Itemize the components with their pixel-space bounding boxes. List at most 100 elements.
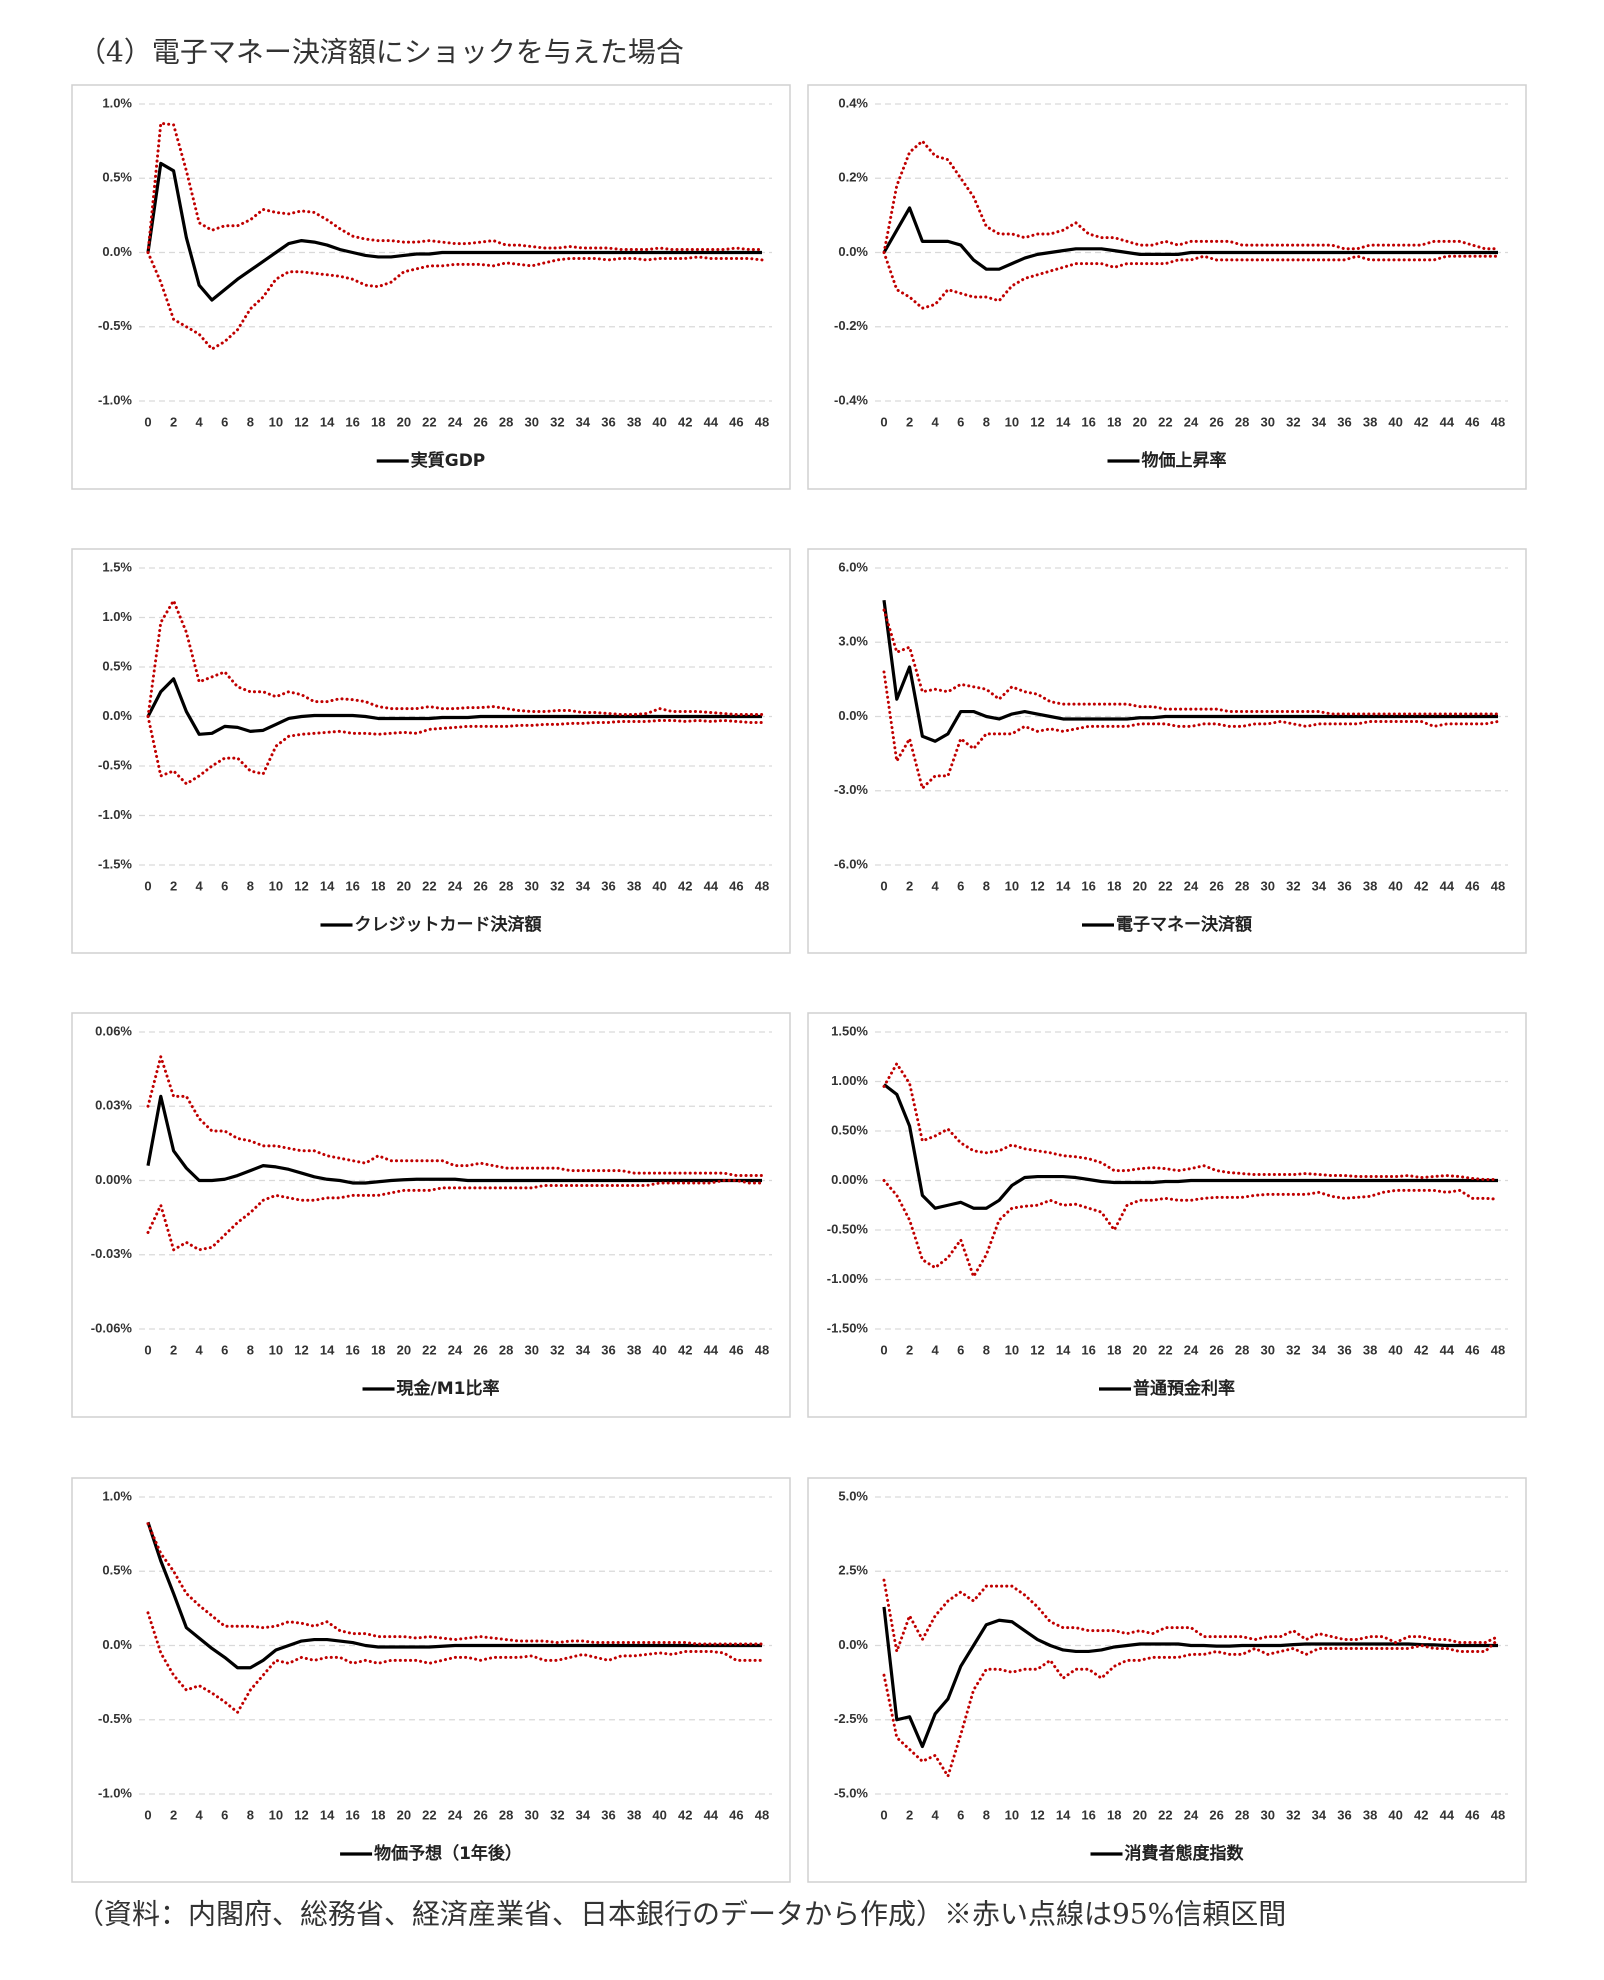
x-tick-label: 26 <box>1209 878 1223 893</box>
x-tick-label: 22 <box>422 878 436 893</box>
x-tick-label: 0 <box>880 414 887 429</box>
x-tick-label: 48 <box>1491 1342 1505 1357</box>
confidence-line <box>146 121 764 254</box>
x-tick-label: 4 <box>196 414 204 429</box>
y-tick-label: 0.06% <box>95 1023 132 1038</box>
x-tick-label: 38 <box>627 1342 641 1357</box>
x-tick-label: 2 <box>906 878 913 893</box>
x-tick-label: 22 <box>1158 1807 1172 1822</box>
x-tick-label: 32 <box>1286 1342 1300 1357</box>
x-tick-label: 30 <box>525 1342 539 1357</box>
x-tick-label: 12 <box>1030 1342 1044 1357</box>
chart-panel: -5.0%-2.5%0.0%2.5%5.0%0 2 4 6 8 10 12 14 16 18 20 2… <box>807 1477 1527 1883</box>
x-tick-label: 16 <box>1081 1342 1095 1357</box>
panel-border <box>71 1012 791 1418</box>
x-tick-label: 46 <box>1465 1342 1479 1357</box>
x-tick-label: 8 <box>983 878 990 893</box>
y-tick-label: -3.0% <box>834 782 868 797</box>
x-tick-label: 6 <box>957 878 964 893</box>
y-tick-label: -1.0% <box>98 807 132 822</box>
y-tick-label: 0.0% <box>838 708 868 723</box>
x-tick-label: 0 <box>144 1342 151 1357</box>
x-tick-label: 10 <box>1005 1807 1019 1822</box>
y-tick-label: 0.00% <box>831 1172 868 1187</box>
x-tick-label: 46 <box>729 414 743 429</box>
x-tick-label: 30 <box>1261 1807 1275 1822</box>
x-tick-label: 48 <box>1491 1807 1505 1822</box>
x-tick-label: 24 <box>448 878 463 893</box>
x-tick-label: 18 <box>1107 414 1121 429</box>
x-tick-label: 0 <box>880 1807 887 1822</box>
x-tick-label: 26 <box>473 414 487 429</box>
x-tick-label: 18 <box>371 1807 385 1822</box>
x-tick-label: 2 <box>170 878 177 893</box>
legend-label: 電子マネー決済額 <box>1116 914 1252 935</box>
y-tick-label: 0.5% <box>102 170 132 185</box>
x-tick-label: 18 <box>1107 878 1121 893</box>
x-tick-label: 6 <box>957 1807 964 1822</box>
panel-border <box>807 1477 1527 1883</box>
x-tick-label: 26 <box>473 1342 487 1357</box>
x-tick-label: 14 <box>1056 1807 1071 1822</box>
y-tick-label: -1.0% <box>98 1785 132 1800</box>
confidence-line <box>146 1055 764 1178</box>
x-tick-label: 22 <box>1158 878 1172 893</box>
x-tick-label: 42 <box>1414 878 1428 893</box>
panel-border <box>807 84 1527 490</box>
x-tick-label: 0 <box>880 1342 887 1357</box>
x-tick-label: 38 <box>1363 414 1377 429</box>
x-tick-label: 42 <box>678 1342 692 1357</box>
x-tick-label: 16 <box>1081 414 1095 429</box>
panel-border <box>71 1477 791 1883</box>
x-tick-label: 22 <box>422 1342 436 1357</box>
x-tick-label: 28 <box>499 878 513 893</box>
x-tick-label: 34 <box>1312 1342 1327 1357</box>
x-tick-label: 28 <box>1235 878 1249 893</box>
x-tick-label: 42 <box>678 878 692 893</box>
x-tick-label: 4 <box>932 1807 940 1822</box>
x-tick-label: 2 <box>906 1342 913 1357</box>
x-tick-label: 4 <box>196 1342 204 1357</box>
x-tick-label: 32 <box>550 878 564 893</box>
x-tick-label: 24 <box>1184 1342 1199 1357</box>
x-tick-label: 24 <box>448 1807 463 1822</box>
x-tick-label: 8 <box>247 1342 254 1357</box>
x-tick-label: 6 <box>957 414 964 429</box>
x-tick-label: 44 <box>1440 1342 1455 1357</box>
x-tick-label: 30 <box>525 1807 539 1822</box>
x-tick-label: 20 <box>397 878 411 893</box>
x-tick-label: 36 <box>1337 878 1351 893</box>
panel-border <box>807 548 1527 954</box>
x-tick-label: 10 <box>1005 1342 1019 1357</box>
x-tick-label: 42 <box>1414 1807 1428 1822</box>
x-tick-label: 48 <box>755 414 769 429</box>
x-tick-label: 36 <box>1337 1342 1351 1357</box>
x-tick-label: 36 <box>601 1807 615 1822</box>
x-tick-label: 48 <box>755 1342 769 1357</box>
x-tick-label: 12 <box>294 878 308 893</box>
y-tick-label: 1.5% <box>102 559 132 574</box>
x-tick-label: 8 <box>247 878 254 893</box>
y-tick-label: -5.0% <box>834 1785 868 1800</box>
confidence-line <box>882 670 1500 790</box>
x-tick-label: 12 <box>1030 1807 1044 1822</box>
x-tick-label: 38 <box>627 414 641 429</box>
x-tick-label: 28 <box>499 1342 513 1357</box>
x-tick-label: 32 <box>1286 1807 1300 1822</box>
y-tick-label: 0.03% <box>95 1098 132 1113</box>
y-tick-label: 0.4% <box>838 95 868 110</box>
y-tick-label: -0.5% <box>98 757 132 772</box>
x-tick-label: 44 <box>1440 414 1455 429</box>
x-tick-label: 26 <box>1209 1342 1223 1357</box>
y-tick-label: 1.50% <box>831 1023 868 1038</box>
y-tick-label: -0.2% <box>834 318 868 333</box>
x-tick-label: 12 <box>294 414 308 429</box>
x-tick-label: 4 <box>932 878 940 893</box>
x-tick-label: 38 <box>627 878 641 893</box>
x-tick-label: 36 <box>601 878 615 893</box>
x-tick-label: 16 <box>1081 1807 1095 1822</box>
x-tick-label: 20 <box>1133 1342 1147 1357</box>
y-tick-label: -0.50% <box>827 1221 869 1236</box>
x-tick-label: 26 <box>473 878 487 893</box>
y-tick-label: -0.5% <box>98 318 132 333</box>
